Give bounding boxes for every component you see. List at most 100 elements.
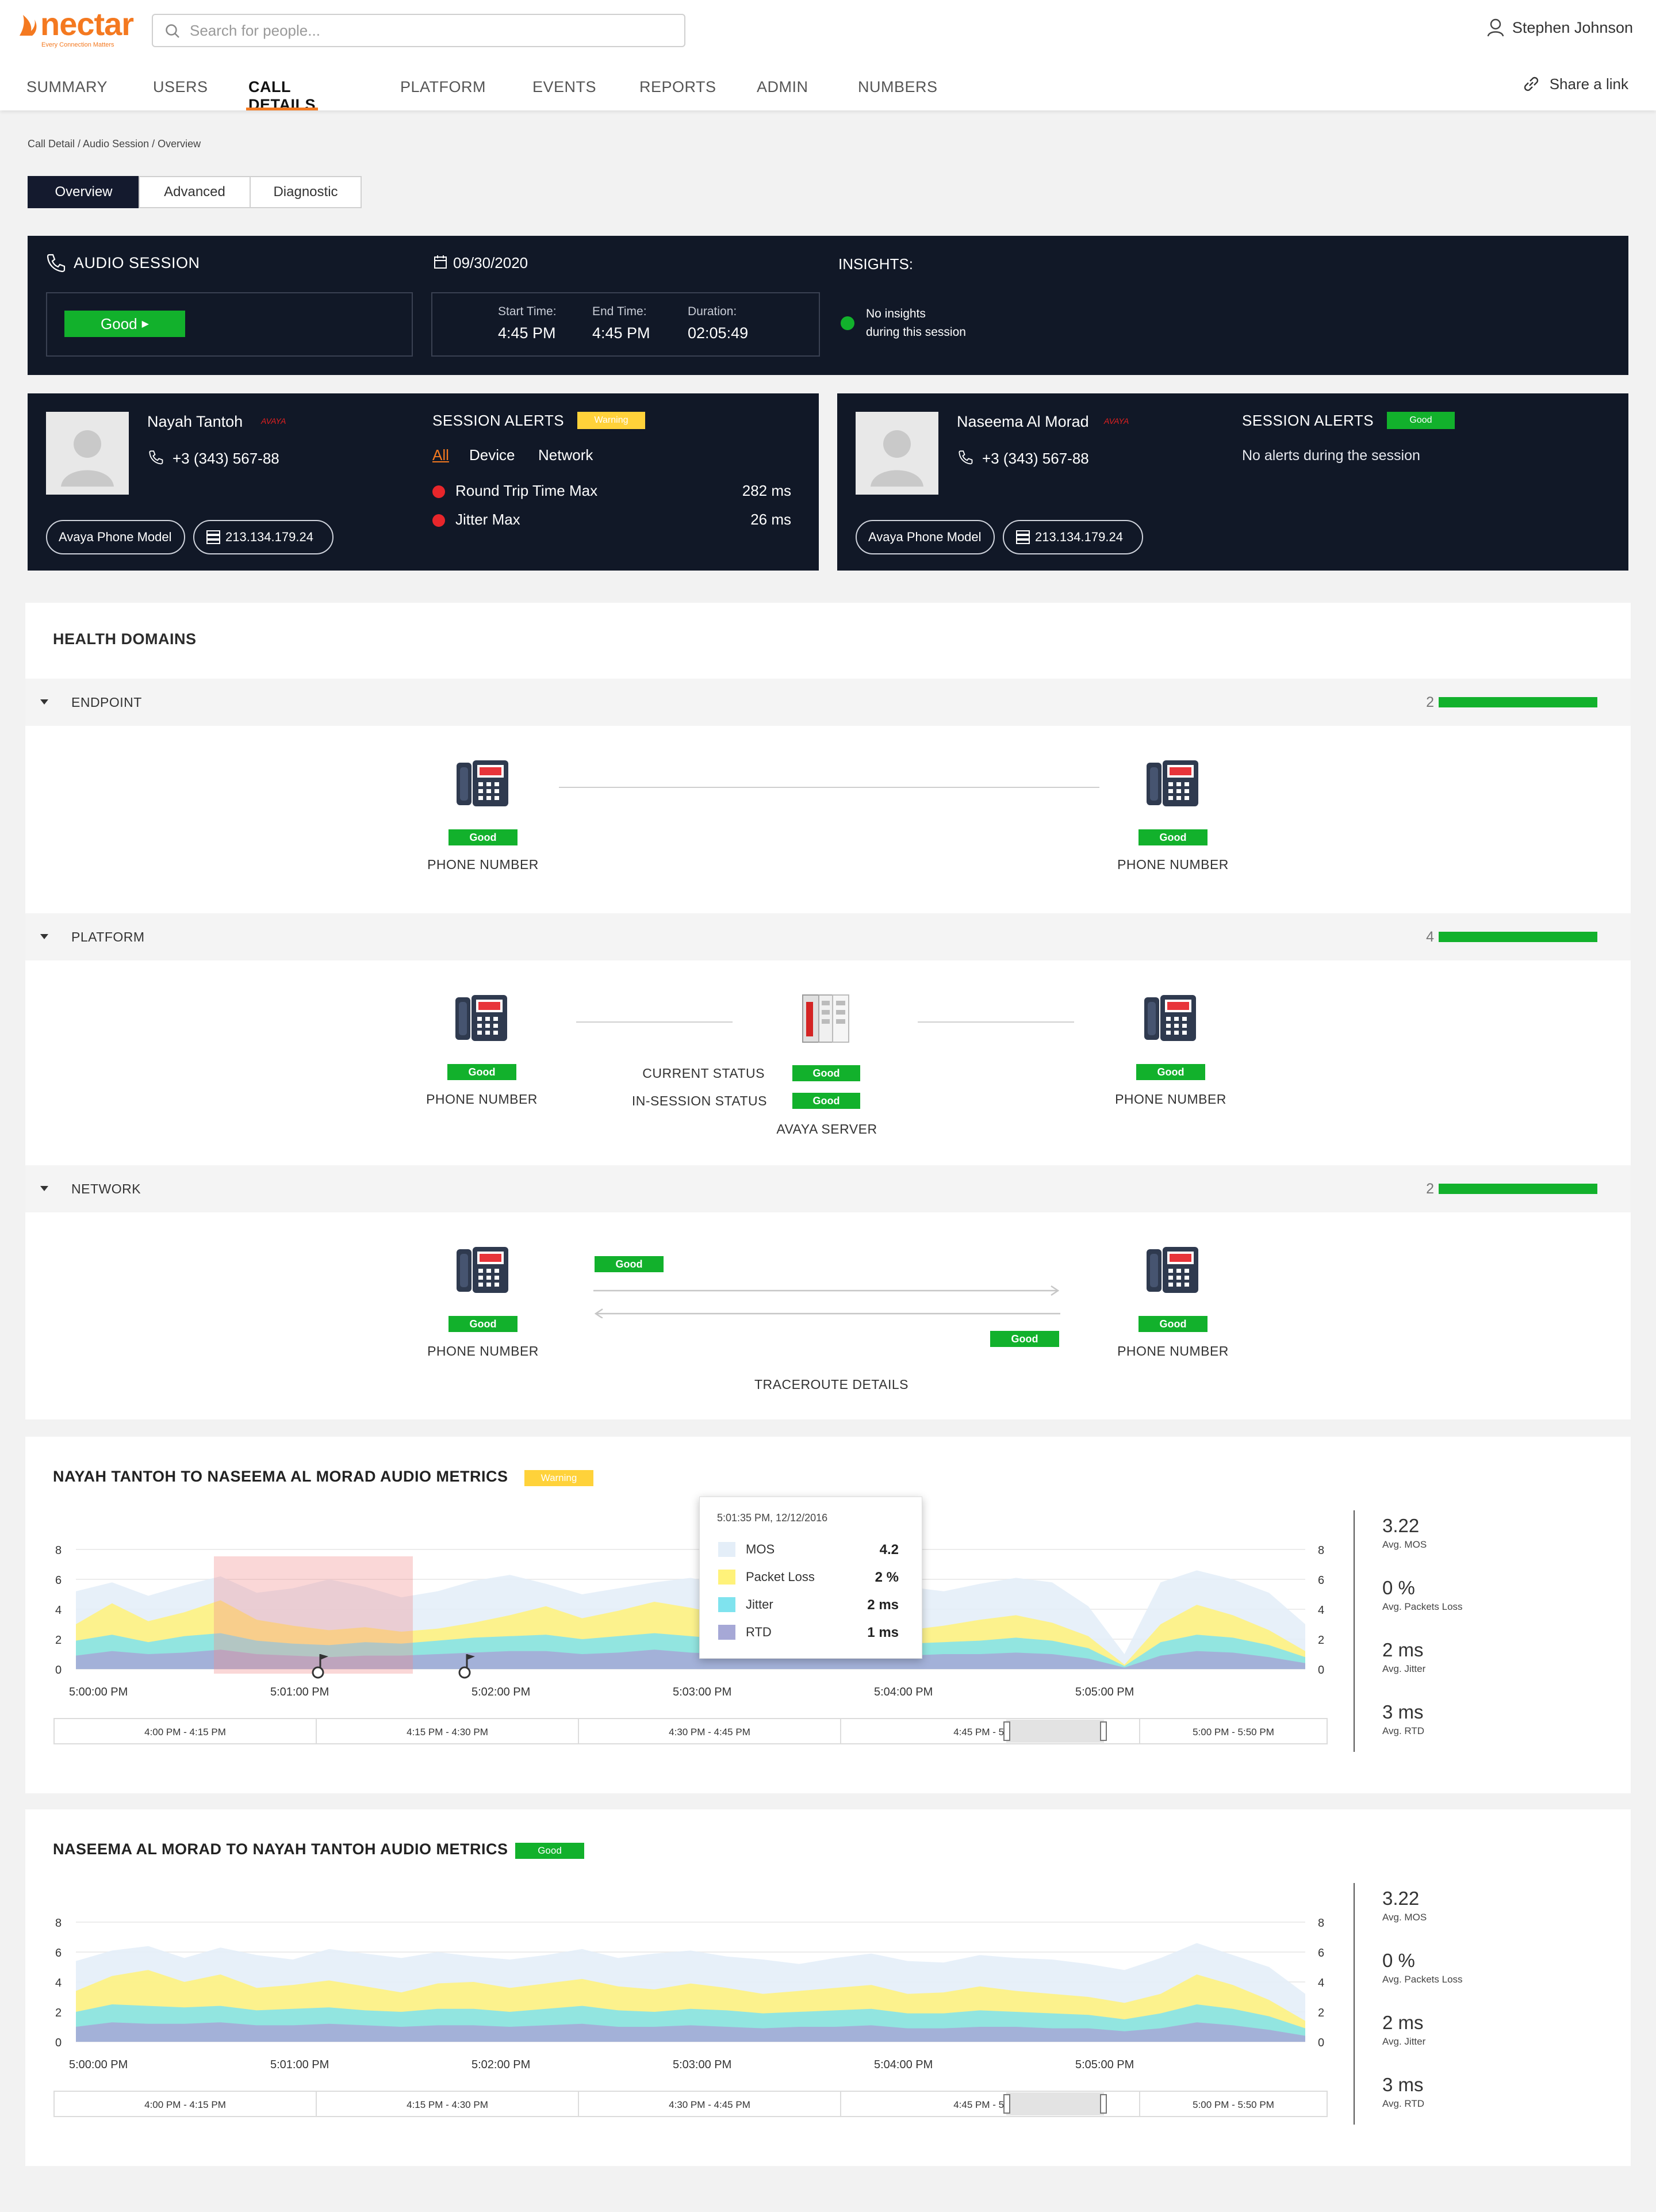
legend-swatch xyxy=(718,1542,735,1557)
phone-icon xyxy=(47,254,66,273)
person-silhouette-icon xyxy=(871,430,923,487)
legend-swatch xyxy=(718,1570,735,1585)
traceroute-details-link[interactable]: TRACEROUTE DETAILS xyxy=(754,1377,908,1392)
event-flag-icon xyxy=(312,1654,328,1679)
participant-phone: +3 (343) 567-88 xyxy=(172,450,279,467)
duration-value: 02:05:49 xyxy=(688,324,749,342)
stat-value: 3 ms xyxy=(1382,1701,1424,1723)
connection-line xyxy=(559,787,1099,788)
section-network-header[interactable]: NETWORK 2 xyxy=(25,1165,1631,1212)
tab-summary[interactable]: SUMMARY xyxy=(26,78,108,95)
subtab-diagnostic[interactable]: Diagnostic xyxy=(250,176,362,208)
server-icon xyxy=(206,530,220,544)
people-search[interactable] xyxy=(152,14,685,47)
session-times-box: Start Time: 4:45 PM End Time: 4:45 PM Du… xyxy=(431,292,820,357)
share-label: Share a link xyxy=(1549,75,1628,93)
alert-filter-device[interactable]: Device xyxy=(469,446,515,464)
tab-platform[interactable]: PLATFORM xyxy=(400,78,486,95)
metrics-chart-2[interactable]: 0 0 2 2 4 4 6 6 8 8 5:00:00 PM 5:01:00 PM 5:02:00 PM… xyxy=(34,1868,1346,2144)
stat-label: Avg. Packets Loss xyxy=(1382,1974,1463,1985)
share-link-button[interactable]: Share a link xyxy=(1521,74,1628,94)
stat-label: Avg. Jitter xyxy=(1382,1663,1426,1674)
ip-address-pill[interactable]: 213.134.179.24 xyxy=(1003,520,1143,554)
device-label: PHONE NUMBER xyxy=(1115,1092,1226,1107)
stat-value: 0 % xyxy=(1382,1577,1415,1598)
range-navigator xyxy=(53,2091,1328,2117)
link-icon xyxy=(1524,76,1538,91)
phone-device[interactable] xyxy=(1145,759,1201,810)
section-platform-header[interactable]: PLATFORM 4 xyxy=(25,913,1631,960)
desk-phone-icon xyxy=(1144,995,1196,1041)
range-label: 5:00 PM - 5:50 PM xyxy=(1193,1727,1274,1738)
section-label: PLATFORM xyxy=(71,929,145,944)
tab-admin[interactable]: ADMIN xyxy=(757,78,808,95)
subtab-advanced[interactable]: Advanced xyxy=(139,176,251,208)
user-menu[interactable]: Stephen Johnson xyxy=(1487,18,1633,37)
insights-status-dot xyxy=(841,316,854,330)
avaya-server-icon xyxy=(802,994,849,1043)
stat-value: 0 % xyxy=(1382,1950,1415,1971)
user-icon xyxy=(1487,18,1504,37)
range-selection xyxy=(1006,2092,1104,2115)
area-chart[interactable]: 0 0 2 2 4 4 6 6 8 8 5:00:00 PM 5:01:00 PM 5:02:00 PM… xyxy=(34,1868,1346,2144)
phone-device[interactable] xyxy=(1143,994,1198,1045)
stat-value: 3.22 xyxy=(1382,1888,1420,1909)
session-title: AUDIO SESSION xyxy=(74,254,200,271)
phone-device[interactable] xyxy=(455,759,511,810)
current-status-badge: Good xyxy=(792,1065,860,1081)
stat-packet-loss: 0 % Avg. Packets Loss xyxy=(1382,1950,1463,1985)
server-label: AVAYA SERVER xyxy=(776,1122,877,1136)
participant-phone: +3 (343) 567-88 xyxy=(982,450,1089,467)
subtab-overview[interactable]: Overview xyxy=(28,176,140,208)
event-flag-icon xyxy=(458,1654,475,1679)
tab-call-details[interactable]: CALL DETAILS xyxy=(246,78,318,113)
tab-reports[interactable]: REPORTS xyxy=(639,78,716,95)
x-tick-label: 5:02:00 PM xyxy=(471,1686,530,1698)
device-status-badge: Good xyxy=(1136,1064,1205,1080)
insights-label: INSIGHTS: xyxy=(838,255,914,273)
stat-value: 2 ms xyxy=(1382,1639,1424,1660)
y-tick-label-right: 6 xyxy=(1318,1947,1324,1960)
session-status-badge[interactable]: Good ▶ xyxy=(64,311,185,337)
alert-dot xyxy=(432,485,445,498)
participant-card-caller: Nayah Tantoh AVAYA +3 (343) 567-88 Avaya… xyxy=(28,393,819,571)
section-endpoint-header[interactable]: ENDPOINT 2 xyxy=(25,679,1631,726)
tab-numbers[interactable]: NUMBERS xyxy=(858,78,938,95)
phone-device[interactable] xyxy=(455,1246,511,1297)
tab-users[interactable]: USERS xyxy=(153,78,208,95)
audio-session-panel: AUDIO SESSION Good ▶ 09/30/2020 Start Tim… xyxy=(28,236,1628,375)
metrics-chart-1[interactable]: 0 0 2 2 4 4 6 6 8 8 5:00:00 PM 5:01:00 PM 5:02:00 PM… xyxy=(34,1495,1346,1771)
device-model-pill[interactable]: Avaya Phone Model xyxy=(46,520,185,554)
y-tick-label-right: 8 xyxy=(1318,1544,1324,1557)
stat-value: 3.22 xyxy=(1382,1515,1420,1536)
alerts-good-badge: Good xyxy=(1387,412,1455,429)
range-label: 4:00 PM - 4:15 PM xyxy=(144,1727,226,1738)
device-model-pill[interactable]: Avaya Phone Model xyxy=(856,520,995,554)
server-icon xyxy=(1016,530,1030,544)
ip-address-pill[interactable]: 213.134.179.24 xyxy=(193,520,334,554)
section-count: 4 xyxy=(1426,928,1434,945)
alert-value: 26 ms xyxy=(750,511,791,528)
range-label: 4:00 PM - 4:15 PM xyxy=(144,2099,226,2110)
alert-filter-all[interactable]: All xyxy=(432,446,449,464)
y-tick-label-left: 6 xyxy=(55,1574,62,1587)
nectar-logo[interactable]: nectar Every Connection Matters xyxy=(17,8,134,48)
device-status-badge: Good xyxy=(1138,1316,1208,1332)
metrics-warning-badge: Warning xyxy=(524,1470,593,1486)
phone-device[interactable] xyxy=(1145,1246,1201,1297)
area-chart[interactable]: 0 0 2 2 4 4 6 6 8 8 5:00:00 PM 5:01:00 PM 5:02:00 PM… xyxy=(34,1495,1346,1771)
tab-events[interactable]: EVENTS xyxy=(532,78,597,95)
tooltip-label: MOS xyxy=(746,1542,775,1556)
avatar xyxy=(856,412,938,495)
start-time-value: 4:45 PM xyxy=(498,324,556,342)
x-tick-label: 5:05:00 PM xyxy=(1075,1686,1134,1698)
device-label: PHONE NUMBER xyxy=(427,857,539,872)
alert-filter-network[interactable]: Network xyxy=(538,446,593,464)
device-model: Avaya Phone Model xyxy=(868,530,982,544)
traceroute-arrows xyxy=(593,1285,1060,1318)
phone-device[interactable] xyxy=(454,994,509,1045)
search-input[interactable] xyxy=(190,21,673,40)
range-navigator xyxy=(53,1718,1328,1744)
x-tick-label: 5:05:00 PM xyxy=(1075,2058,1134,2071)
metrics-title: NAYAH TANTOH TO NASEEMA AL MORAD AUDIO M… xyxy=(53,1468,508,1485)
